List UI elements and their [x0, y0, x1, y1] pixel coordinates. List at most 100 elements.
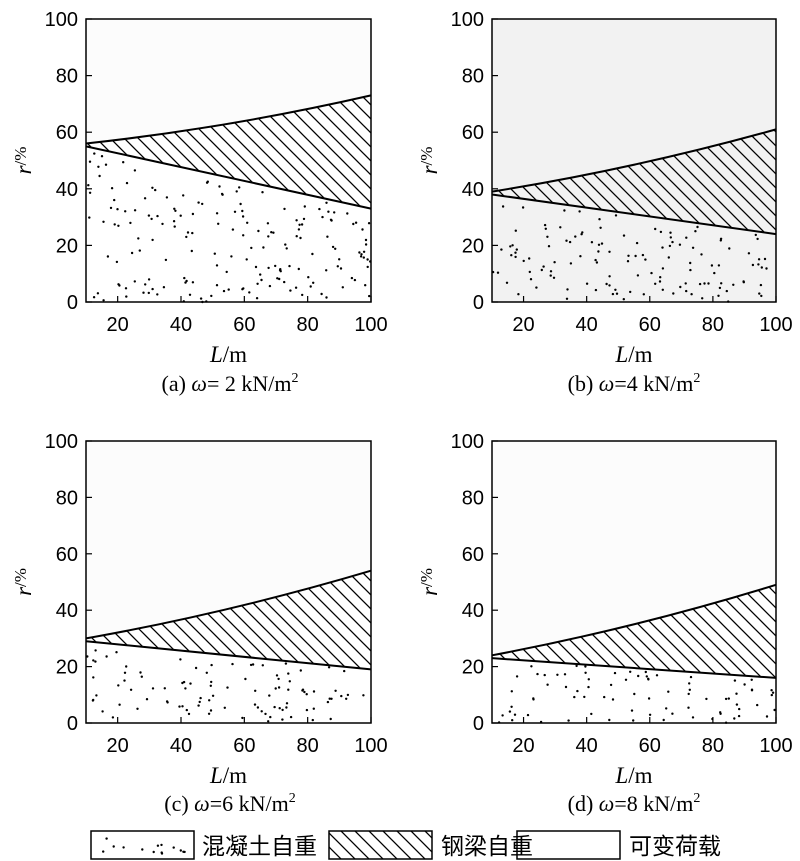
concrete-dot [655, 674, 659, 677]
concrete-dot [679, 285, 682, 289]
concrete-dot [530, 665, 533, 668]
concrete-dot [717, 294, 720, 297]
concrete-dot [513, 713, 517, 716]
concrete-dot [647, 697, 651, 700]
concrete-dot [757, 263, 760, 266]
concrete-dot [358, 251, 361, 254]
concrete-dot [608, 284, 611, 287]
concrete-dot [665, 707, 668, 710]
caption-superscript: 2 [292, 371, 299, 386]
concrete-dot [285, 702, 289, 705]
concrete-dot [260, 710, 263, 713]
caption-superscript: 2 [693, 371, 700, 386]
legend-dot [179, 849, 182, 852]
x-tick-label: 40 [170, 735, 192, 757]
concrete-dot [254, 265, 258, 269]
x-axis-unit: /m [628, 763, 652, 788]
x-tick-label: 100 [759, 314, 792, 336]
concrete-dot [163, 687, 166, 690]
concrete-dot [205, 181, 209, 184]
concrete-dot [684, 282, 687, 285]
concrete-dot [733, 717, 736, 720]
concrete-dot [517, 293, 520, 296]
concrete-dot [305, 708, 309, 712]
concrete-dot [581, 231, 584, 234]
concrete-dot [689, 261, 692, 265]
concrete-dot [629, 670, 632, 673]
concrete-dot [742, 280, 745, 283]
concrete-dot [260, 278, 263, 282]
concrete-dot [104, 163, 108, 166]
concrete-dot [750, 689, 754, 692]
x-tick-label: 80 [297, 735, 319, 757]
concrete-dot [590, 241, 594, 244]
concrete-dot [269, 715, 272, 719]
concrete-dot [689, 268, 692, 272]
concrete-dot [209, 684, 212, 687]
concrete-dot [150, 217, 153, 221]
concrete-dot [603, 695, 606, 699]
concrete-dot [136, 707, 139, 710]
concrete-dot [510, 705, 513, 708]
concrete-weight-area [86, 641, 371, 723]
concrete-dot [575, 664, 578, 668]
concrete-dot [147, 214, 151, 217]
concrete-dot [115, 651, 118, 654]
concrete-dot [117, 224, 120, 227]
concrete-dot [662, 718, 665, 722]
concrete-dot [250, 246, 253, 250]
chart-panel: 0 20 40 60 80 100 20 40 60 80 100 L/m r/% (a) ω= 2 kN… [11, 9, 388, 396]
concrete-dot [327, 210, 330, 213]
legend-item: 可变荷载 [516, 830, 721, 860]
y-axis-unit: /% [11, 568, 30, 587]
concrete-dot [273, 705, 276, 709]
concrete-dot [710, 264, 714, 267]
concrete-dot [125, 295, 128, 298]
concrete-dot [102, 299, 105, 302]
concrete-dot [547, 245, 551, 248]
concrete-dot [333, 211, 336, 214]
concrete-dot [270, 231, 273, 234]
concrete-dot [334, 247, 337, 250]
concrete-dot [210, 294, 213, 298]
legend-dot [160, 843, 163, 847]
legend: 混凝土自重 钢梁自重 可变荷载 [90, 830, 721, 860]
concrete-dot [360, 253, 363, 256]
y-tick-label: 0 [473, 713, 484, 735]
y-tick-label: 40 [56, 600, 78, 622]
concrete-dot [546, 235, 549, 238]
concrete-dot [272, 231, 275, 234]
legend-swatch [328, 830, 433, 860]
concrete-dot [191, 212, 195, 216]
concrete-dot [637, 674, 640, 678]
concrete-dot [320, 292, 323, 296]
concrete-dot [191, 281, 195, 284]
concrete-dot [546, 683, 549, 686]
concrete-dot-pattern [86, 649, 365, 723]
concrete-dot [117, 684, 120, 687]
concrete-dot [144, 283, 147, 286]
concrete-dot [536, 672, 539, 676]
legend-label: 混凝土自重 [202, 834, 317, 860]
concrete-dot [629, 290, 632, 294]
concrete-dot [341, 286, 344, 289]
y-axis-unit: /% [11, 147, 30, 166]
concrete-dot [312, 281, 315, 284]
concrete-dot [307, 276, 310, 279]
concrete-dot [102, 220, 105, 223]
y-tick-label: 20 [462, 235, 484, 257]
concrete-dot [139, 671, 142, 674]
x-axis-variable: L [209, 763, 223, 788]
concrete-dot [277, 677, 280, 681]
concrete-dot [678, 243, 682, 246]
concrete-dot [101, 710, 104, 713]
concrete-dot [594, 258, 597, 262]
concrete-dot [88, 191, 92, 194]
concrete-dot [567, 719, 570, 722]
concrete-dot [614, 214, 618, 217]
y-axis-variable: r [11, 164, 36, 174]
concrete-dot [118, 703, 121, 706]
concrete-dot [718, 286, 722, 290]
concrete-dot [179, 658, 182, 661]
concrete-dot [147, 278, 151, 281]
